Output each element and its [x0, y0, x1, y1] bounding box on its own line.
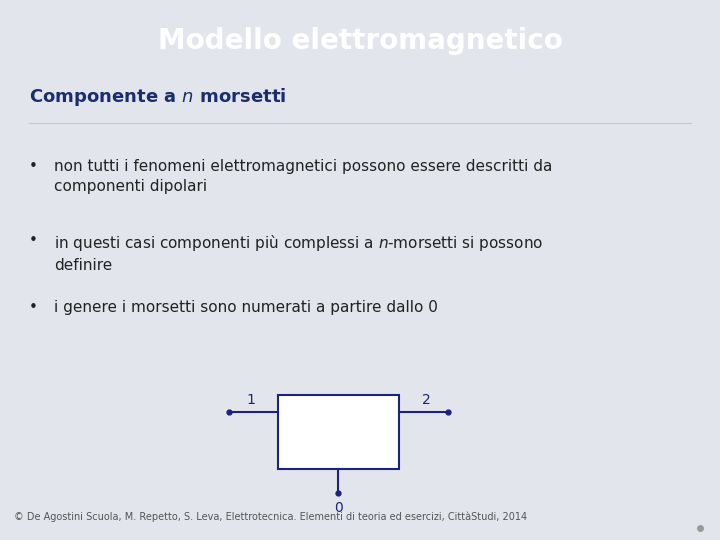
Bar	[278, 395, 399, 469]
Text: Modello elettromagnetico: Modello elettromagnetico	[158, 26, 562, 55]
Text: 0: 0	[334, 501, 343, 515]
Text: i genere i morsetti sono numerati a partire dallo 0: i genere i morsetti sono numerati a part…	[54, 300, 438, 315]
Text: non tutti i fenomeni elettromagnetici possono essere descritti da
componenti dip: non tutti i fenomeni elettromagnetici po…	[54, 159, 552, 194]
Text: •: •	[29, 159, 37, 174]
Text: 1: 1	[246, 393, 256, 407]
Text: •: •	[29, 233, 37, 248]
Text: Componente a $n$ morsetti: Componente a $n$ morsetti	[29, 86, 286, 108]
Text: © De Agostini Scuola, M. Repetto, S. Leva, Elettrotecnica. Elementi di teoria ed: © De Agostini Scuola, M. Repetto, S. Lev…	[14, 512, 528, 522]
Text: in questi casi componenti più complessi a $n$-morsetti si possono
definire: in questi casi componenti più complessi …	[54, 233, 543, 273]
Text: •: •	[29, 300, 37, 315]
Text: 2: 2	[422, 393, 431, 407]
